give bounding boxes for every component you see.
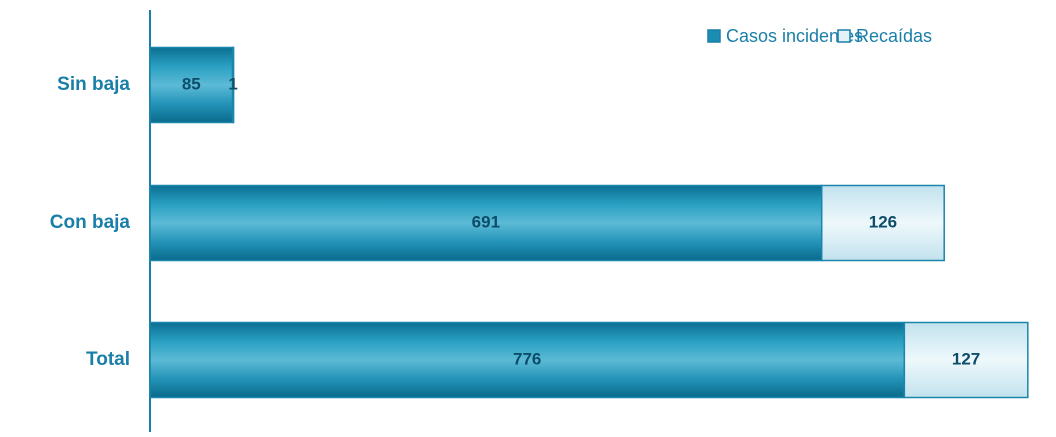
legend-swatch (837, 29, 851, 43)
value-label: 126 (869, 212, 897, 231)
legend-label: Casos incidentes (726, 26, 863, 46)
bar-segment (149, 321, 906, 399)
value-label: 1 (228, 74, 237, 93)
value-label: 776 (513, 349, 541, 368)
bar-segment (231, 46, 235, 124)
y-tick-label: Sin baja (57, 74, 130, 95)
y-tick-label: Con baja (50, 212, 131, 233)
bar-segment (903, 321, 1029, 399)
value-label: 691 (472, 212, 500, 231)
legend-swatch (707, 29, 721, 43)
value-label: 127 (952, 349, 980, 368)
y-tick-label: Total (86, 349, 130, 370)
bar-segment (149, 184, 823, 262)
value-label: 85 (182, 74, 201, 93)
bar-segment (820, 184, 945, 262)
legend-label: Recaídas (856, 26, 932, 46)
